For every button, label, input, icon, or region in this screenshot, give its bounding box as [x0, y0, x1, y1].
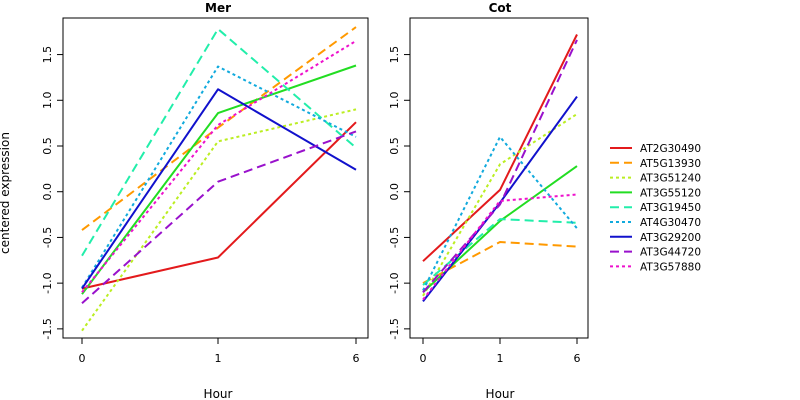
panel-cot-series-at3g51240: [422, 113, 578, 297]
panel-cot-y-tick-label: -1.0: [388, 272, 401, 293]
panel-cot-y-tick-label: 0.5: [388, 137, 401, 155]
legend: AT2G30490 AT5G13930 AT3G51240 AT3G55120 AT3G…: [610, 143, 701, 273]
legend-label-at3g57880: AT3G57880: [640, 261, 701, 273]
legend-label-at3g51240: AT3G51240: [640, 173, 701, 185]
legend-label-at4g30470: AT4G30470: [640, 217, 701, 229]
panel-mer-x-tick-label: 1: [215, 352, 222, 365]
legend-label-at2g30490: AT2G30490: [640, 143, 701, 155]
panel-mer-series-at5g13930: [81, 26, 357, 231]
panel-cot-x-tick-label: 6: [574, 352, 581, 365]
panel-cot-y-tick-label: 0.0: [388, 183, 401, 201]
panel-cot-y-tick-label: 1.5: [388, 46, 401, 64]
panel-cot-y-tick-label: -0.5: [388, 227, 401, 248]
legend-label-at3g55120: AT3G55120: [640, 187, 701, 199]
panel-mer-series-at4g30470: [81, 65, 357, 289]
panel-mer-series-at3g19450: [81, 28, 357, 257]
panel-mer-y-tick-label: -1.5: [41, 318, 54, 339]
y-axis-label: centered expression: [0, 132, 12, 254]
panel-mer-x-tick-label: 0: [79, 352, 86, 365]
panel-cot-y-tick-label: -1.5: [388, 318, 401, 339]
legend-label-at5g13930: AT5G13930: [640, 158, 701, 170]
panel-mer-y-tick-label: 0.5: [41, 137, 54, 155]
panel-mer-y-tick-label: 1.5: [41, 46, 54, 64]
panel-cot-y-tick-label: 1.0: [388, 92, 401, 110]
panel-cot-title: Cot: [489, 1, 512, 15]
panel-cot-x-tick-label: 1: [497, 352, 504, 365]
panel-cot-series-at5g13930: [422, 241, 578, 284]
panel-mer-x-label: Hour: [204, 387, 233, 400]
panel-cot-frame: [409, 17, 589, 339]
panel-cot-series-at3g44720: [422, 39, 578, 293]
panel-mer-series-at3g57880: [81, 40, 357, 293]
legend-label-at3g29200: AT3G29200: [640, 232, 701, 244]
panel-mer-frame: [62, 17, 369, 339]
panel-cot-series-at3g57880: [422, 193, 578, 301]
panel-mer-title: Mer: [205, 1, 231, 15]
panel-cot-series-at3g19450: [422, 218, 578, 286]
panel-mer-series-at3g44720: [81, 130, 357, 305]
panel-mer-y-tick-label: -0.5: [41, 227, 54, 248]
panel-mer-y-tick-label: -1.0: [41, 272, 54, 293]
panel-mer: 0 1 6 -1.5 -1.0 -0.5 0.0 0.5 1.0 1.5: [41, 17, 369, 365]
panel-cot-x-tick-label: 0: [420, 352, 427, 365]
panel-mer-y-tick-label: 1.0: [41, 92, 54, 110]
panel-mer-series-at3g29200: [81, 88, 357, 290]
panel-mer-series-at3g55120: [81, 64, 357, 295]
panel-cot-x-label: Hour: [486, 387, 515, 400]
panel-cot: 0 1 6 -1.5 -1.0 -0.5 0.0 0.5 1.0 1.5: [388, 17, 589, 365]
panel-mer-y-tick-label: 0.0: [41, 183, 54, 201]
panel-cot-series-at2g30490: [422, 34, 578, 262]
legend-label-at3g19450: AT3G19450: [640, 202, 701, 214]
panel-mer-series-at2g30490: [81, 121, 357, 290]
panel-mer-x-tick-label: 6: [353, 352, 360, 365]
legend-label-at3g44720: AT3G44720: [640, 247, 701, 259]
